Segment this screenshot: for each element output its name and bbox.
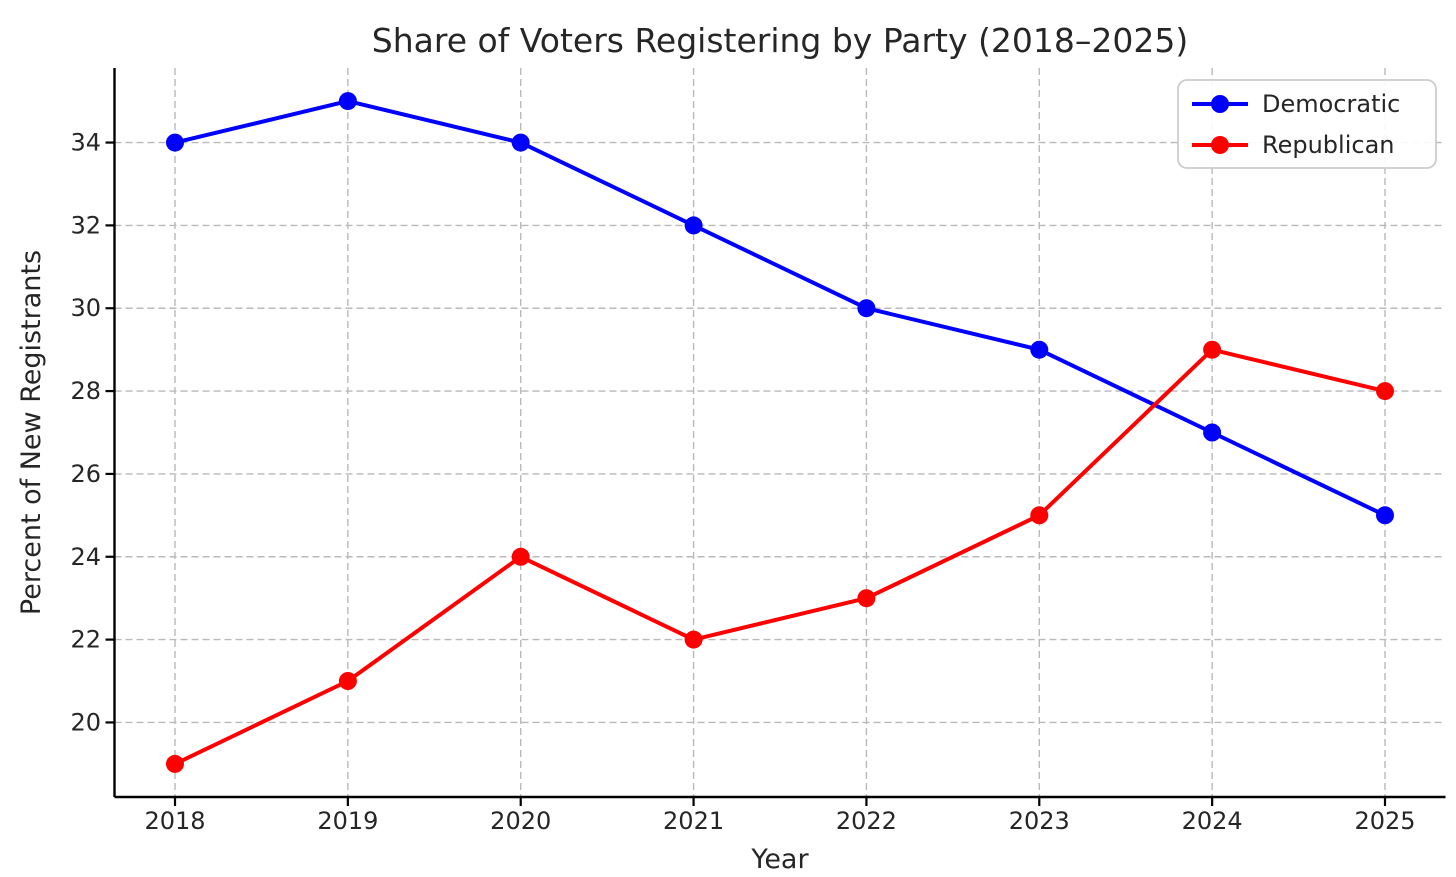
y-tick-label-30: 30 [70, 294, 101, 322]
legend-item-democratic: Democratic [1192, 90, 1400, 118]
marker-republican-2018 [166, 754, 184, 773]
x-tick-label-2021: 2021 [663, 807, 724, 835]
legend-label-democratic: Democratic [1262, 90, 1400, 118]
y-tick-label-22: 22 [70, 626, 101, 654]
marker-democratic-2024 [1203, 423, 1222, 442]
marker-republican-2021 [684, 630, 703, 649]
legend: Democratic Republican [1177, 79, 1437, 169]
x-tick-label-2018: 2018 [144, 807, 205, 835]
x-tick-label-2025: 2025 [1354, 807, 1415, 835]
marker-republican-2024 [1203, 340, 1222, 359]
marker-democratic-2025 [1376, 506, 1394, 525]
y-tick-label-28: 28 [70, 377, 101, 405]
x-axis-label: Year [750, 844, 809, 875]
marker-democratic-2018 [166, 133, 184, 152]
x-tick-label-2022: 2022 [836, 807, 897, 835]
marker-republican-2020 [511, 547, 530, 566]
y-tick-label-26: 26 [70, 460, 101, 488]
x-tick-label-2024: 2024 [1182, 807, 1243, 835]
marker-democratic-2019 [338, 92, 357, 111]
marker-republican-2022 [857, 589, 876, 608]
x-tick-label-2019: 2019 [317, 807, 378, 835]
y-axis-label: Percent of New Registrants [16, 250, 47, 615]
legend-marker-republican-icon [1211, 136, 1229, 154]
legend-label-republican: Republican [1262, 131, 1395, 159]
marker-republican-2023 [1030, 506, 1049, 525]
series-line-democratic [173, 99, 1387, 518]
marker-democratic-2021 [684, 216, 703, 235]
y-tick-label-34: 34 [70, 129, 101, 157]
y-tick-label-24: 24 [70, 543, 101, 571]
marker-democratic-2020 [511, 133, 530, 152]
series-line-republican [173, 347, 1387, 766]
legend-item-republican: Republican [1192, 131, 1395, 159]
legend-marker-democratic-icon [1211, 95, 1229, 113]
x-tick-label-2020: 2020 [490, 807, 551, 835]
y-tick-label-20: 20 [70, 708, 101, 736]
marker-republican-2025 [1376, 382, 1394, 401]
x-tick-label-2023: 2023 [1009, 807, 1070, 835]
marker-republican-2019 [338, 672, 357, 690]
y-tick-label-32: 32 [70, 211, 101, 239]
marker-democratic-2022 [857, 299, 876, 318]
marker-democratic-2023 [1030, 340, 1049, 359]
chart-title: Share of Voters Registering by Party (20… [372, 21, 1188, 60]
